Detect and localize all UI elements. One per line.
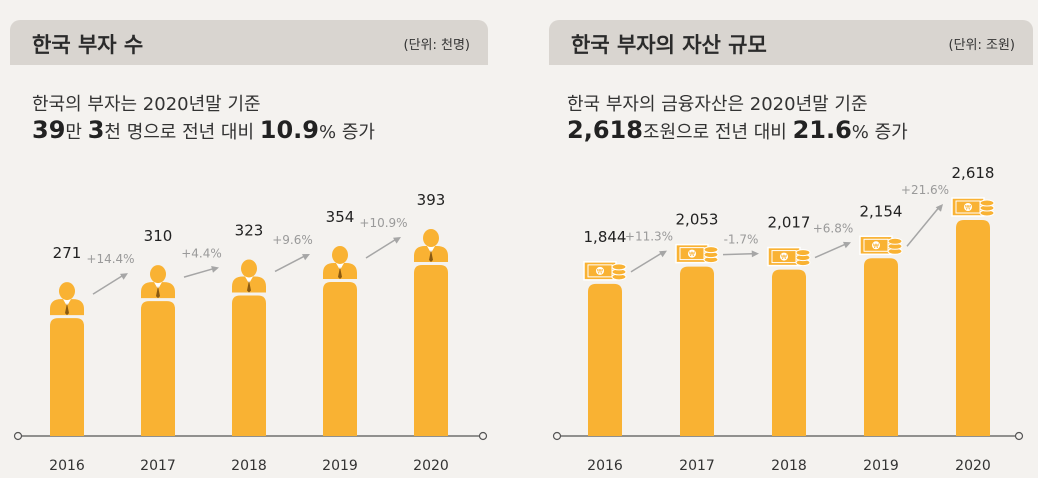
panel-rich-count: 한국 부자 수 (단위: 천명) 한국의 부자는 2020년말 기준 39만 3… [10, 20, 488, 474]
axis-end-marker [478, 431, 488, 441]
growth-label: +4.4% [181, 246, 222, 260]
growth-arrow [630, 250, 667, 273]
summary-value: 21.6 [792, 116, 852, 144]
summary-value: 10.9 [259, 116, 319, 144]
money-icon: ₩ [859, 235, 903, 256]
axis-end-marker [1014, 431, 1024, 441]
growth-label: -1.7% [724, 233, 759, 247]
growth-arrow [814, 241, 851, 259]
value-label: 2,017 [768, 214, 811, 232]
summary-text: % 증가 [319, 122, 375, 143]
money-icon: ₩ [675, 243, 719, 264]
category-label: 2020 [413, 458, 449, 474]
summary-text: 천 명으로 전년 대비 [104, 122, 260, 143]
summary-text: 만 [65, 122, 88, 143]
summary-value: 2,618 [567, 116, 643, 144]
bar [232, 295, 266, 436]
chart-title: 한국 부자의 자산 규모 [571, 33, 767, 57]
growth-arrow [722, 250, 759, 258]
rich-assets-bar-chart: ₩1,844 2016 ₩2,053 2017 ₩2,017 2018 ₩2,154 2019… [552, 164, 1024, 474]
unit-label: (단위: 조원) [948, 38, 1016, 53]
axis-end-marker [13, 431, 23, 441]
person-icon [232, 259, 266, 293]
bar [588, 283, 622, 436]
growth-label: +21.6% [901, 183, 949, 197]
summary-line-2: 2,618조원으로 전년 대비 21.6% 증가 [567, 116, 908, 144]
category-label: 2016 [587, 458, 623, 474]
growth-arrow [365, 237, 401, 259]
value-label: 2,053 [676, 211, 719, 229]
category-label: 2018 [231, 458, 267, 474]
value-label: 1,844 [584, 228, 627, 246]
summary-line-1: 한국 부자의 금융자산은 2020년말 기준 [567, 94, 868, 115]
person-icon [50, 282, 84, 316]
bar [50, 318, 84, 436]
bar [956, 220, 990, 436]
value-label: 393 [417, 191, 446, 209]
bar [141, 301, 175, 436]
growth-arrow [183, 266, 219, 278]
category-label: 2020 [955, 458, 991, 474]
category-label: 2017 [679, 458, 715, 474]
value-label: 2,154 [860, 202, 903, 220]
money-icon: ₩ [951, 197, 995, 217]
bar [680, 266, 714, 436]
bar [323, 281, 357, 436]
person-icon [323, 245, 357, 279]
growth-arrow [274, 253, 310, 273]
chart-title: 한국 부자 수 [32, 33, 144, 57]
svg-text:₩: ₩ [689, 251, 695, 258]
value-label: 310 [144, 227, 173, 245]
growth-label: +10.9% [359, 216, 407, 230]
bar [864, 258, 898, 436]
bar [414, 265, 448, 436]
axis-end-marker [552, 431, 562, 441]
summary-line-2: 39만 3천 명으로 전년 대비 10.9% 증가 [32, 116, 375, 144]
summary-value: 3 [87, 116, 105, 144]
category-label: 2016 [49, 458, 85, 474]
growth-arrow [92, 273, 128, 295]
panel-rich-assets: 한국 부자의 자산 규모 (단위: 조원) 한국 부자의 금융자산은 2020년… [519, 0, 1038, 478]
money-icon: ₩ [583, 261, 627, 281]
svg-text:₩: ₩ [965, 205, 971, 212]
category-label: 2018 [771, 458, 807, 474]
person-icon [414, 229, 448, 262]
money-icon: ₩ [767, 246, 811, 267]
svg-text:₩: ₩ [781, 254, 787, 261]
header-bar: 한국 부자 수 (단위: 천명) [10, 20, 488, 65]
summary-text: 조원으로 전년 대비 [642, 122, 793, 143]
bar [772, 269, 806, 436]
category-label: 2019 [322, 458, 358, 474]
growth-label: +9.6% [272, 233, 313, 247]
rich-count-bar-chart: 271 2016 310 2017 323 2018 354 2019 393 2020 +14.4… [13, 191, 488, 474]
value-label: 323 [235, 221, 264, 239]
growth-label: +11.3% [625, 230, 673, 244]
person-icon [141, 265, 175, 299]
growth-label: +14.4% [86, 252, 134, 266]
svg-text:₩: ₩ [873, 243, 879, 250]
value-label: 271 [53, 244, 82, 262]
summary-line-1: 한국의 부자는 2020년말 기준 [32, 94, 261, 115]
category-label: 2017 [140, 458, 176, 474]
summary-value: 39 [32, 116, 66, 144]
growth-label: +6.8% [813, 221, 854, 235]
value-label: 354 [326, 208, 355, 226]
summary-text: % 증가 [851, 122, 908, 143]
unit-label: (단위: 천명) [403, 38, 471, 53]
growth-arrow [906, 204, 943, 247]
svg-text:₩: ₩ [597, 268, 603, 275]
value-label: 2,618 [952, 164, 995, 182]
header-bar: 한국 부자의 자산 규모 (단위: 조원) [549, 20, 1033, 65]
category-label: 2019 [863, 458, 899, 474]
